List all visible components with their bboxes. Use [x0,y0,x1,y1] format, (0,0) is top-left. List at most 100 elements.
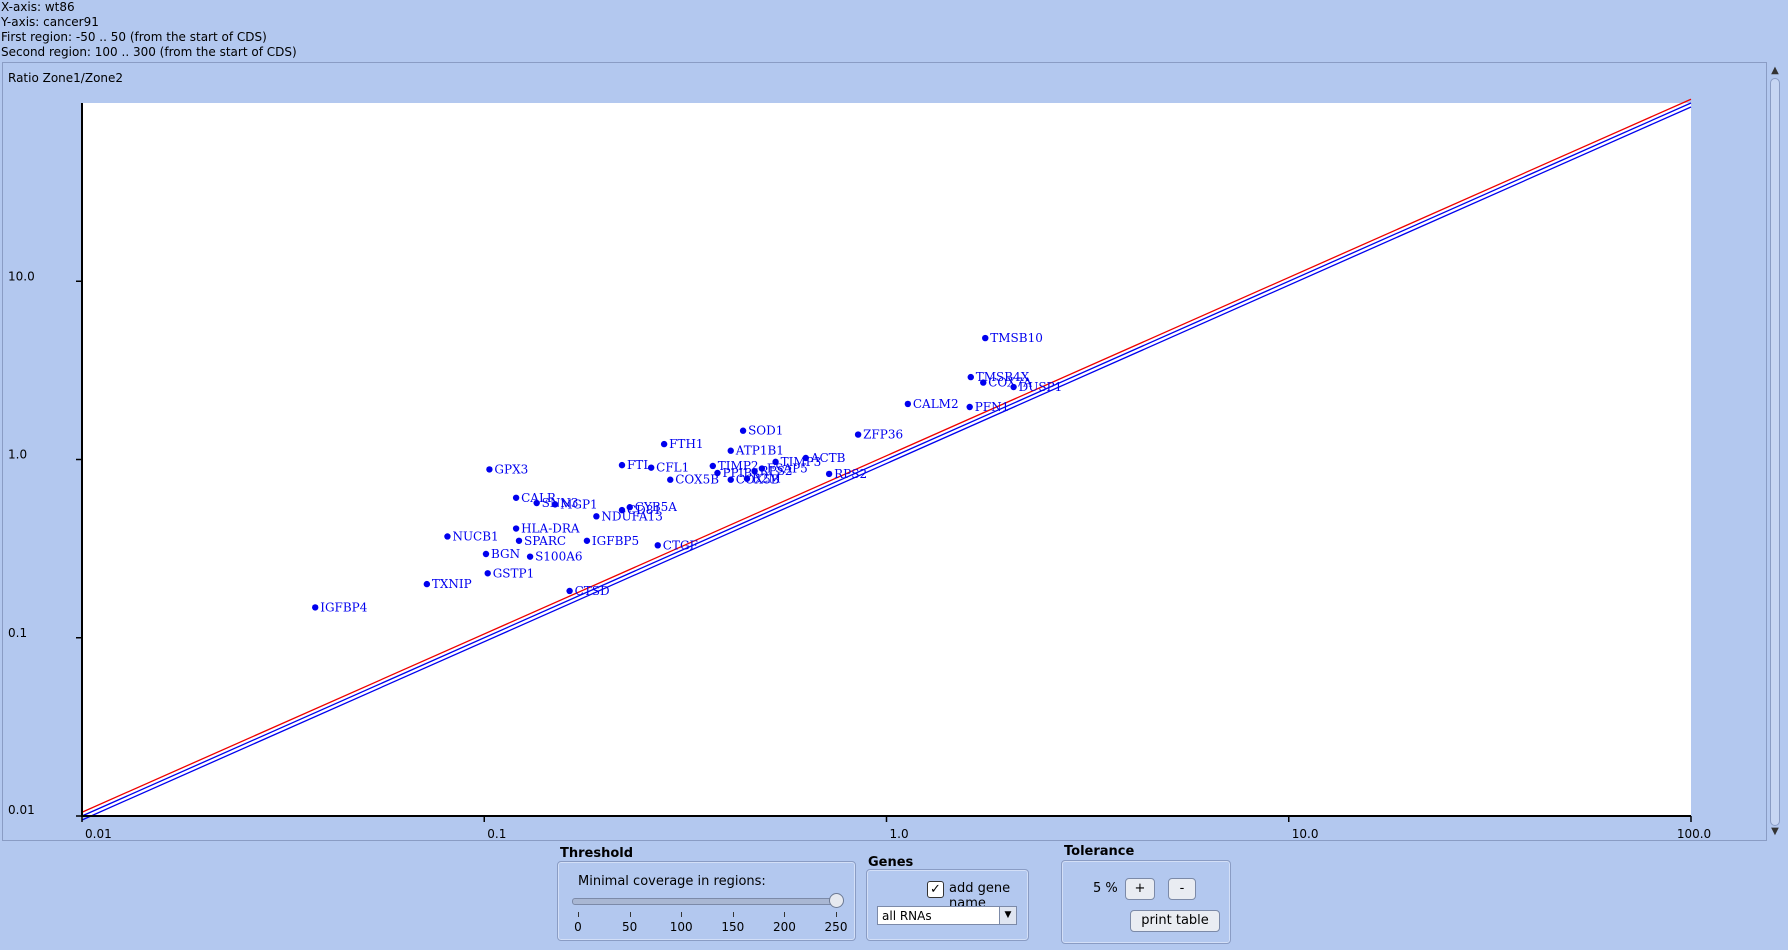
data-point[interactable] [484,570,491,577]
y-tick-label: 10.0 [8,269,35,283]
slider-tick-label: 100 [669,920,693,934]
slider-tick-mark [732,912,734,917]
point-label: DUSP1 [1019,380,1063,394]
data-point[interactable] [772,458,779,466]
point-label: NUCB1 [452,529,498,543]
chevron-down-icon[interactable]: ▼ [999,907,1016,924]
data-point[interactable] [727,447,734,454]
data-point[interactable] [626,504,633,511]
data-point[interactable] [583,537,591,544]
data-point[interactable] [980,379,987,386]
slider-tick-label: 200 [772,920,796,934]
scroll-thumb[interactable] [1770,78,1780,826]
data-point[interactable] [654,542,661,549]
x-tick-label: 100.0 [1677,827,1711,841]
data-point[interactable] [660,440,668,448]
threshold-group: Minimal coverage in regions: 0 50 100 150 20… [557,861,856,941]
data-point[interactable] [312,604,319,611]
rna-type-select[interactable]: all RNAs ▼ [877,906,1017,925]
point-label: TMSB4X [976,370,1030,384]
data-point[interactable] [566,587,573,595]
add-gene-name-checkbox[interactable]: ✓ [927,881,944,898]
y-tick-label: 1.0 [8,448,27,462]
x-axis-info: X-axis: wt86 [1,0,75,14]
data-point[interactable] [825,470,833,478]
data-point[interactable] [512,525,520,532]
coverage-slider-handle[interactable] [829,893,844,908]
threshold-label: Minimal coverage in regions: [578,874,766,889]
point-label: CTGF [663,538,698,552]
coverage-slider-track[interactable] [572,898,840,905]
tolerance-plus-button[interactable]: + [1125,878,1155,900]
rna-type-value: all RNAs [882,909,932,923]
slider-tick-mark [629,912,631,917]
data-point[interactable] [982,334,989,342]
point-label: CALR [521,491,557,505]
data-point[interactable] [743,475,751,482]
point-label: CD81 [627,503,661,517]
data-point[interactable] [709,462,717,470]
point-label: FSAP5 [767,462,808,476]
vertical-scrollbar[interactable]: ▲ ▼ [1767,62,1783,841]
point-label: ACTB [810,451,846,465]
scroll-down-icon[interactable]: ▼ [1771,826,1779,837]
threshold-title: Threshold [560,846,634,861]
point-label: SNN3 [542,496,579,510]
data-point[interactable] [618,461,626,469]
point-label: RPS2 [760,464,793,478]
tolerance-minus-button[interactable]: - [1168,878,1196,900]
slider-tick-mark [836,912,837,917]
print-table-button[interactable]: print table [1130,910,1220,932]
data-point[interactable] [714,469,721,477]
scroll-up-icon[interactable]: ▲ [1771,65,1779,76]
data-point[interactable] [1010,383,1017,391]
slider-tick-mark [578,912,579,917]
data-point[interactable] [739,427,747,434]
point-label: IGFBP5 [592,534,639,548]
point-label: COX7A [988,376,1032,390]
data-point[interactable] [618,506,626,514]
data-point[interactable] [967,373,974,381]
x-tick-label: 10.0 [1292,827,1319,841]
point-label: S100A6 [535,550,582,564]
data-point[interactable] [727,476,734,483]
data-point[interactable] [444,533,451,540]
chart-title: Ratio Zone1/Zone2 [8,71,124,85]
data-point[interactable] [482,550,490,558]
point-label: IGFBP4 [320,600,368,614]
data-point[interactable] [551,501,559,508]
point-label: RPS2 [834,467,867,481]
data-point[interactable] [533,499,540,507]
y-tick-label: 0.1 [8,626,27,640]
point-label: CALM2 [913,397,959,411]
point-label: BGN [491,547,520,561]
first-region-info: First region: -50 .. 50 (from the start … [1,30,267,44]
data-point[interactable] [667,476,674,483]
data-point[interactable] [512,494,520,501]
point-label: CFL1 [656,461,689,475]
data-point[interactable] [758,465,766,472]
point-label: TIMP3 [781,455,822,469]
data-point[interactable] [515,537,523,544]
data-point[interactable] [751,467,758,475]
data-point[interactable] [966,403,973,411]
point-label: TMSB10 [990,331,1043,345]
data-point[interactable] [423,580,431,588]
data-point[interactable] [802,454,809,462]
data-point[interactable] [486,466,493,473]
y-axis-info: Y-axis: cancer91 [1,15,99,29]
point-label: TIMP2 [718,459,759,473]
point-label: GPX3 [494,462,528,476]
data-point[interactable] [904,400,912,408]
info-panel: X-axis: wt86 Y-axis: cancer91 First regi… [1,0,297,60]
reference-line-2 [81,106,1692,821]
data-point[interactable] [647,464,655,471]
reference-line-1 [81,102,1692,817]
point-label: ZFP36 [863,428,903,442]
point-label: B2M [752,472,781,486]
data-point[interactable] [854,431,862,438]
data-point[interactable] [526,553,534,560]
data-point[interactable] [593,513,600,520]
point-label: COX5B [675,473,719,487]
